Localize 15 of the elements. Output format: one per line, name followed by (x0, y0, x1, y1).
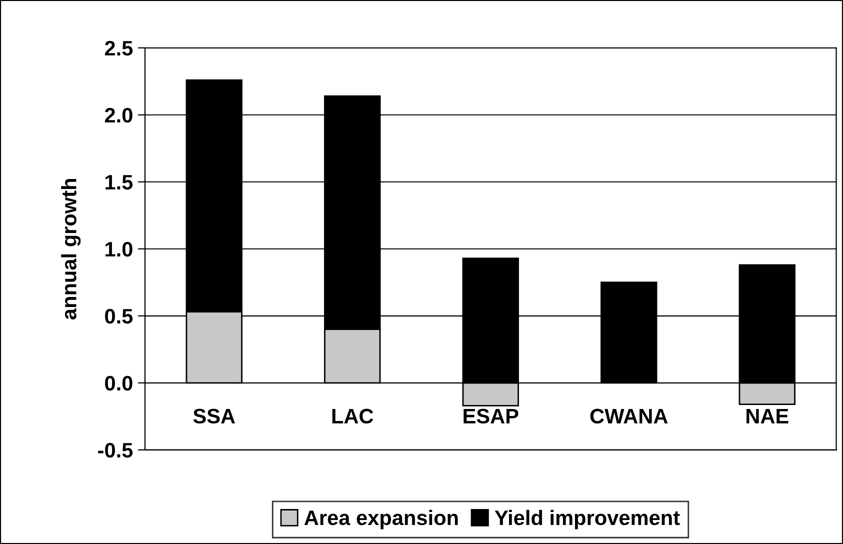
y-tick-label: -0.5 (98, 442, 133, 458)
x-tick-label: CWANA (590, 408, 668, 424)
x-tick-label: ESAP (464, 408, 518, 424)
y-tick-label: 0.0 (105, 376, 132, 391)
y-tick-label: 0.5 (105, 308, 133, 324)
legend-label: Yield improvement (494, 510, 680, 530)
legend-label: Area expansion (304, 510, 458, 530)
x-tick-label: NAE (746, 408, 788, 424)
y-tick-label: 2.0 (104, 108, 132, 123)
y-tick-label: 2.5 (104, 40, 133, 56)
x-tick-label: LAC (332, 408, 374, 424)
x-tick-label: SSA (193, 408, 235, 424)
y-tick-label: 1.0 (106, 242, 132, 257)
y-axis-title: annual growth (61, 178, 81, 320)
y-tick-label: 1.5 (106, 175, 133, 190)
